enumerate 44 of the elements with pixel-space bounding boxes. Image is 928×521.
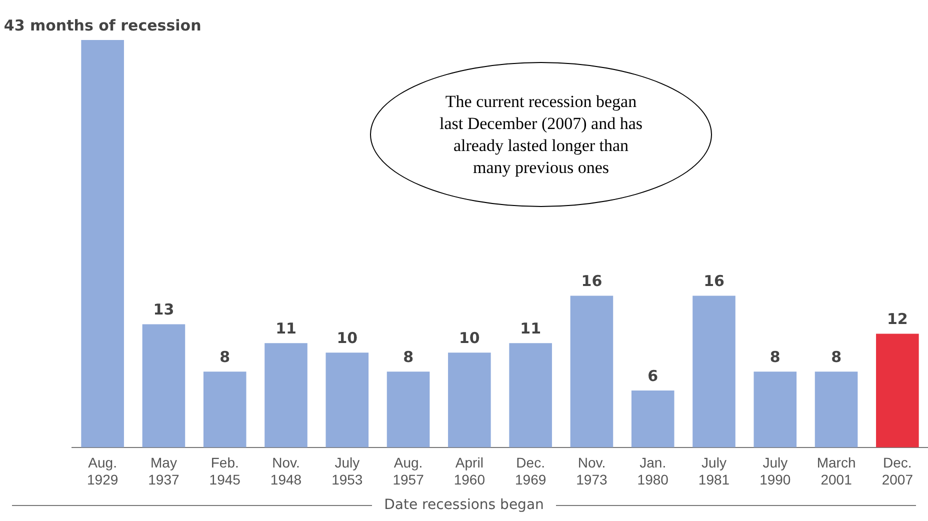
- oval-callout: The current recession began last December (2007) and has already lasted longer than many previous ones: [370, 62, 712, 207]
- x-tick-label: July 1981: [698, 454, 730, 488]
- bar: [326, 352, 369, 448]
- data-label: 8: [831, 348, 842, 366]
- x-tick-label: Jan. 1980: [637, 454, 669, 488]
- bar: [876, 334, 919, 448]
- data-label: 11: [276, 320, 296, 338]
- bar: [264, 343, 308, 448]
- data-label: 43 months of recession: [4, 16, 202, 34]
- bar: [386, 372, 430, 448]
- bar: [814, 372, 858, 448]
- bar: [509, 343, 552, 448]
- data-label: 6: [648, 366, 658, 385]
- x-tick-label: Dec. 2007: [882, 454, 914, 488]
- bar: [692, 296, 736, 448]
- bar: [631, 390, 674, 448]
- data-label: 12: [886, 310, 908, 328]
- x-tick-label: May 1937: [148, 454, 180, 488]
- x-tick-label: Aug. 1957: [392, 454, 424, 488]
- x-tick-label: Aug. 1929: [86, 454, 118, 488]
- x-tick-label: Nov. 1948: [270, 454, 302, 488]
- data-label: 13: [153, 300, 174, 319]
- x-tick-label: July 1953: [332, 454, 363, 488]
- bar: [81, 40, 124, 448]
- data-label: 8: [403, 348, 414, 366]
- x-tick-label: April 1960: [454, 454, 486, 488]
- data-label: 16: [704, 272, 724, 290]
- data-label: 8: [220, 348, 230, 366]
- data-label: 10: [336, 329, 358, 348]
- bar: [448, 352, 491, 448]
- data-label: 10: [458, 329, 480, 348]
- data-label: 16: [581, 272, 602, 290]
- bar: [203, 372, 246, 448]
- x-axis-title: Date recessions began: [384, 497, 544, 513]
- bar: [754, 372, 797, 448]
- data-label: 8: [770, 348, 780, 366]
- bar: [142, 324, 186, 448]
- x-tick-label: Dec. 1969: [514, 454, 546, 488]
- x-tick-label: July 1990: [760, 454, 791, 488]
- data-label: 11: [520, 320, 542, 338]
- bar: [570, 296, 614, 448]
- x-tick-label: Feb. 1945: [209, 454, 241, 488]
- x-tick-label: March 2001: [816, 454, 856, 488]
- x-tick-label: Nov. 1973: [576, 454, 608, 488]
